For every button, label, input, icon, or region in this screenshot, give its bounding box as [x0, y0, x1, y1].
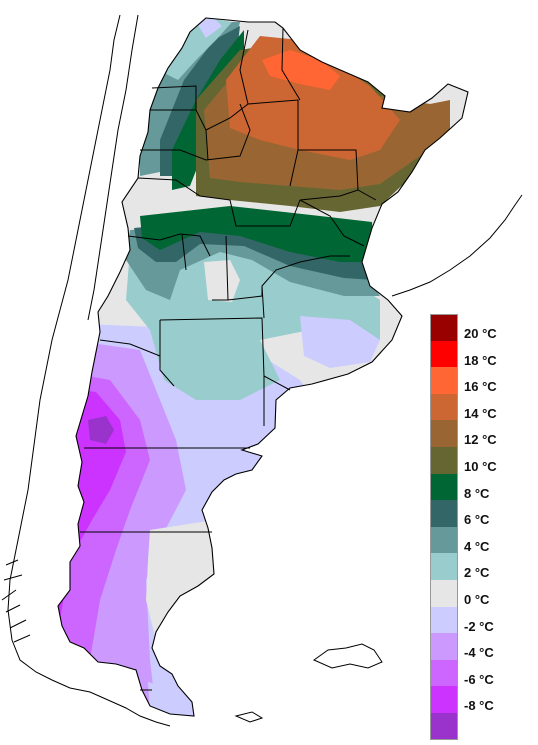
legend-entry: -8 °C	[430, 686, 530, 713]
legend-swatch	[430, 606, 458, 634]
legend-entry: 0 °C	[430, 579, 530, 607]
legend-entry: 4 °C	[430, 526, 530, 554]
temperature-zone	[300, 316, 380, 368]
legend-swatch	[430, 340, 458, 368]
legend-label: 0 °C	[464, 591, 490, 607]
legend-label: -2 °C	[464, 618, 494, 634]
legend-entry: 18 °C	[430, 340, 530, 368]
legend-label: 10 °C	[464, 458, 497, 474]
temperature-legend: 20 °C 18 °C 16 °C 14 °C 12 °C 10 °C 8 °C 6 °C 4 …	[430, 314, 530, 740]
legend-swatch	[430, 712, 458, 740]
legend-label: -8 °C	[464, 698, 494, 714]
legend-label: 6 °C	[464, 512, 490, 528]
legend-label: -6 °C	[464, 671, 494, 687]
legend-entry: -2 °C	[430, 606, 530, 634]
legend-label: 12 °C	[464, 432, 497, 448]
temperature-zone	[262, 50, 340, 90]
legend-entry: 2 °C	[430, 553, 530, 580]
legend-swatch	[430, 579, 458, 607]
legend-label: 20 °C	[464, 326, 497, 341]
legend-entry: -6 °C	[430, 659, 530, 687]
legend-swatch	[430, 500, 458, 527]
legend-label: 16 °C	[464, 379, 497, 395]
legend-label: 4 °C	[464, 538, 490, 554]
legend-entry: 14 °C	[430, 393, 530, 421]
legend-label: -4 °C	[464, 645, 494, 661]
temperature-zone	[88, 416, 114, 444]
legend-label: 8 °C	[464, 485, 490, 501]
legend-label: 2 °C	[464, 565, 490, 581]
legend-label: 14 °C	[464, 405, 497, 421]
legend-swatch	[430, 473, 458, 501]
legend-entry: 16 °C	[430, 367, 530, 394]
legend-swatch	[430, 314, 458, 341]
temperature-zone	[146, 520, 220, 640]
legend-entry: -4 °C	[430, 633, 530, 660]
legend-swatch	[430, 526, 458, 554]
legend-swatch	[430, 420, 458, 447]
legend-label: 18 °C	[464, 352, 497, 368]
legend-entry: 6 °C	[430, 500, 530, 527]
legend-swatch	[430, 553, 458, 580]
temperature-zone	[148, 682, 194, 716]
legend-entry: 20 °C	[430, 314, 530, 341]
temperature-zone	[196, 18, 222, 38]
legend-swatch	[430, 633, 458, 660]
legend-entry: 8 °C	[430, 473, 530, 501]
province-borders	[80, 27, 377, 691]
temperature-zone	[140, 206, 374, 262]
legend-entry: 10 °C	[430, 446, 530, 474]
temperature-zone	[204, 260, 240, 302]
legend-swatch	[430, 367, 458, 394]
legend-swatch	[430, 393, 458, 421]
legend-swatch	[430, 446, 458, 474]
legend-swatch	[430, 659, 458, 687]
legend-entry: 12 °C	[430, 420, 530, 447]
neighbor-coastline	[1, 14, 523, 727]
legend-entry	[430, 712, 530, 740]
legend-swatch	[430, 686, 458, 713]
